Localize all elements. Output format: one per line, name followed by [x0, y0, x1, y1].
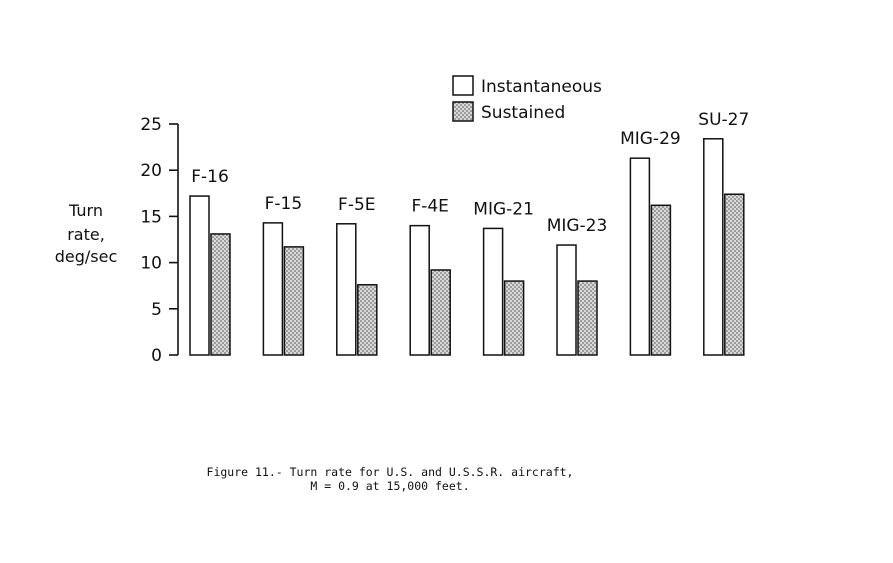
bar-sustained-mig-21 [503, 280, 525, 356]
bar-instantaneous-mig-21 [482, 227, 504, 356]
category-label-f-16: F-16 [191, 167, 229, 187]
category-label-mig-29: MIG-29 [620, 129, 681, 149]
y-tick-label: 5 [151, 300, 162, 320]
category-label-f-4e: F-4E [411, 197, 448, 217]
category-label-f-15: F-15 [265, 194, 303, 214]
legend-label-sustained: Sustained [481, 103, 565, 123]
legend-swatch-instantaneous [452, 75, 474, 96]
y-tick-label: 0 [151, 346, 162, 366]
bar-sustained-su-27 [724, 193, 745, 356]
category-label-su-27: SU-27 [698, 110, 749, 130]
bar-instantaneous-mig-23 [556, 244, 577, 356]
bar-instantaneous-su-27 [703, 138, 724, 356]
y-tick-label: 20 [140, 161, 162, 181]
y-tick-label: 10 [140, 254, 162, 274]
legend-label-instantaneous: Instantaneous [481, 77, 602, 97]
bar-instantaneous-f-4e [409, 224, 430, 356]
y-axis-label-line-2: rate, [67, 225, 105, 244]
y-tick-label: 15 [140, 207, 162, 227]
y-axis-label-line-3: deg/sec [55, 247, 118, 266]
category-labels: F-16 F-15 F-5E F-4E MIG-21 MIG-23 MIG-29 SU-27 [191, 110, 749, 236]
legend-swatch-sustained [452, 101, 474, 122]
category-label-f-5e: F-5E [338, 195, 375, 215]
bar-instantaneous-mig-29 [629, 157, 651, 356]
bar-sustained-f-5e [357, 284, 378, 356]
category-label-mig-21: MIG-21 [473, 199, 534, 219]
bars [189, 138, 745, 356]
bar-instantaneous-f-5e [336, 223, 357, 356]
bar-sustained-f-15 [283, 246, 305, 356]
bar-sustained-f-4e [430, 269, 451, 356]
figure-caption: Figure 11.- Turn rate for U.S. and U.S.S… [207, 465, 574, 493]
bar-sustained-f-16 [210, 233, 231, 356]
category-label-mig-23: MIG-23 [547, 216, 608, 236]
y-tick-label: 25 [140, 115, 162, 135]
bar-sustained-mig-29 [650, 204, 672, 356]
y-axis: 0 5 10 15 20 25 [140, 115, 179, 366]
caption-line-2: M = 0.9 at 15,000 feet. [310, 479, 469, 493]
legend: Instantaneous Sustained [452, 75, 602, 123]
caption-line-1: Figure 11.- Turn rate for U.S. and U.S.S… [207, 465, 574, 479]
y-axis-label-line-1: Turn [68, 201, 103, 220]
bar-instantaneous-f-16 [189, 195, 210, 356]
y-axis-label: Turn rate, deg/sec [55, 201, 118, 266]
bar-instantaneous-f-15 [262, 222, 284, 356]
bar-sustained-mig-23 [577, 280, 598, 356]
